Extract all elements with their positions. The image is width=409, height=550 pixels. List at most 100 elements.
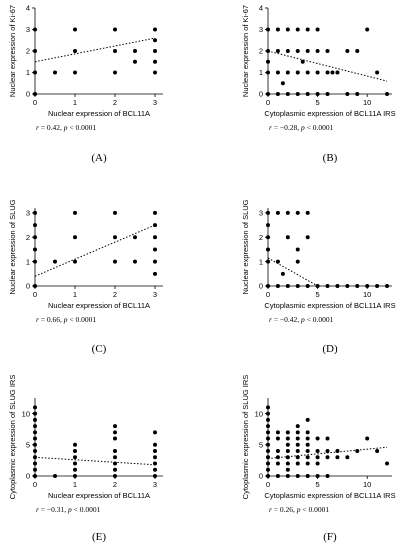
data-point bbox=[325, 455, 330, 460]
data-point bbox=[355, 92, 360, 96]
x-tick-label: 10 bbox=[363, 480, 371, 489]
y-tick-label: 3 bbox=[26, 25, 30, 34]
data-point bbox=[295, 455, 300, 460]
y-tick-label: 2 bbox=[259, 47, 263, 56]
data-point bbox=[153, 474, 157, 478]
data-point bbox=[375, 284, 380, 288]
x-axis-label: Cytoplasmic expression of BCL11A IRS bbox=[264, 491, 395, 500]
data-point bbox=[53, 474, 57, 478]
data-point bbox=[275, 27, 280, 32]
panel-label: (C) bbox=[92, 343, 107, 355]
data-point bbox=[266, 70, 270, 75]
panel-a: 0 1 2 3 0 1 2 3 4 Nuclear expression of BCL11A Nuc… bbox=[8, 4, 163, 164]
data-point bbox=[295, 430, 300, 435]
data-point bbox=[295, 461, 300, 466]
y-tick-label: 10 bbox=[255, 409, 263, 418]
data-point bbox=[153, 59, 157, 64]
y-axis-label: Nuclear expression of SLUG bbox=[8, 199, 17, 294]
data-point bbox=[113, 467, 117, 472]
r-value: r bbox=[269, 505, 272, 514]
data-point bbox=[325, 70, 330, 75]
p-value: p bbox=[63, 123, 68, 132]
data-point bbox=[345, 455, 350, 460]
data-point bbox=[285, 449, 290, 454]
data-point bbox=[325, 449, 330, 454]
data-point bbox=[315, 436, 320, 441]
data-point bbox=[285, 92, 290, 96]
data-point bbox=[385, 92, 390, 96]
data-point bbox=[315, 461, 320, 466]
x-axis-label: Cytoplasmic expression of BCL11A IRS bbox=[264, 109, 395, 118]
data-point bbox=[266, 27, 270, 32]
data-point bbox=[355, 284, 360, 288]
data-point bbox=[285, 474, 290, 478]
data-point bbox=[325, 284, 330, 288]
y-tick-label: 10 bbox=[22, 409, 30, 418]
data-point bbox=[275, 430, 280, 435]
data-point bbox=[153, 455, 157, 460]
data-point bbox=[113, 449, 117, 454]
data-point bbox=[315, 70, 320, 75]
y-tick-label: 1 bbox=[26, 257, 30, 266]
y-tick-label: 2 bbox=[26, 47, 30, 56]
data-point bbox=[73, 259, 77, 264]
data-point bbox=[365, 27, 370, 32]
data-point bbox=[295, 436, 300, 441]
x-tick-label: 0 bbox=[266, 290, 270, 299]
x-tick-label: 5 bbox=[316, 290, 320, 299]
data-point bbox=[266, 92, 270, 96]
data-point bbox=[266, 449, 270, 454]
data-point bbox=[153, 49, 157, 53]
data-point bbox=[275, 449, 280, 454]
y-tick-label: 3 bbox=[26, 209, 30, 218]
trendline bbox=[267, 50, 388, 82]
data-point bbox=[266, 210, 270, 215]
data-point bbox=[345, 284, 350, 288]
r-value: r bbox=[36, 505, 39, 514]
data-point bbox=[315, 92, 320, 96]
data-point bbox=[33, 235, 37, 240]
p-value-number: < 0.0001 bbox=[72, 505, 101, 514]
data-point bbox=[153, 210, 157, 215]
data-point bbox=[305, 235, 310, 240]
x-tick-label: 0 bbox=[33, 480, 37, 489]
x-axis-label: Nuclear expression of BCL11A bbox=[48, 491, 150, 500]
data-point bbox=[275, 284, 280, 288]
data-point bbox=[295, 442, 300, 447]
data-point bbox=[315, 455, 320, 460]
data-point bbox=[355, 49, 360, 53]
data-point bbox=[365, 284, 370, 288]
data-point bbox=[33, 417, 37, 422]
data-point bbox=[153, 27, 157, 32]
data-point bbox=[73, 210, 77, 215]
y-tick-label: 0 bbox=[26, 90, 30, 99]
data-point bbox=[33, 92, 37, 96]
data-point bbox=[305, 92, 310, 96]
p-value: p bbox=[300, 315, 305, 324]
data-point bbox=[113, 27, 117, 32]
data-point bbox=[330, 70, 335, 75]
data-point bbox=[285, 455, 290, 460]
data-point bbox=[266, 259, 270, 264]
stats-text: r = −0.31, p < 0.0001 bbox=[36, 505, 101, 514]
data-point bbox=[33, 461, 37, 466]
data-point bbox=[285, 442, 290, 447]
data-point bbox=[133, 59, 137, 64]
x-tick-label: 3 bbox=[153, 290, 157, 299]
data-point bbox=[153, 449, 157, 454]
data-point bbox=[300, 59, 305, 64]
data-point bbox=[365, 436, 370, 441]
data-point bbox=[305, 442, 310, 447]
data-point bbox=[266, 417, 270, 422]
data-point bbox=[275, 210, 280, 215]
p-value-number: < 0.0001 bbox=[305, 123, 334, 132]
data-point bbox=[305, 436, 310, 441]
data-point bbox=[73, 49, 77, 53]
y-tick-label: 1 bbox=[259, 68, 263, 77]
y-tick-label: 5 bbox=[26, 441, 30, 450]
data-point bbox=[285, 284, 290, 288]
stats-text: r = −0.42, p < 0.0001 bbox=[269, 315, 334, 324]
data-point bbox=[266, 430, 270, 435]
